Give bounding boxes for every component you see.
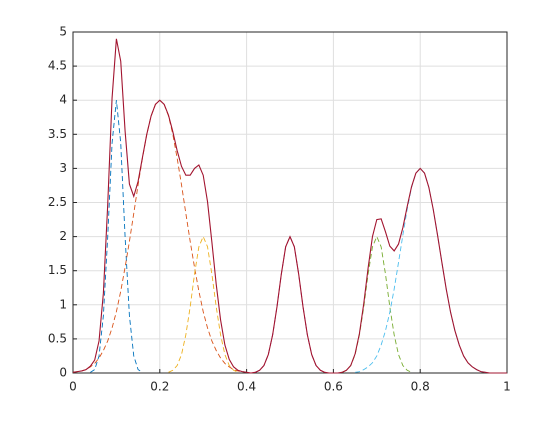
- y-tick-label: 2.5: [48, 195, 67, 209]
- y-tick-label: 4.5: [48, 59, 67, 73]
- plot-frame: [72, 31, 508, 374]
- y-tick-label: 2: [59, 229, 67, 243]
- y-tick-label: 1.5: [48, 263, 67, 277]
- y-tick-label: 5: [59, 25, 67, 39]
- series-line: [355, 167, 486, 373]
- series-line: [72, 38, 507, 374]
- y-tick-label: 0.5: [48, 331, 67, 345]
- y-tick-label: 0: [59, 366, 67, 380]
- series-line: [90, 100, 143, 373]
- series-line: [168, 235, 239, 373]
- x-tick-label: 0.4: [237, 380, 256, 394]
- y-tick-label: 3.5: [48, 127, 67, 141]
- x-tick-label: 0.2: [150, 380, 169, 394]
- y-tick-label: 1: [59, 297, 67, 311]
- y-tick-label: 3: [59, 161, 67, 175]
- x-tick-label: 0.6: [324, 380, 343, 394]
- y-tick-label: 4: [59, 93, 67, 107]
- x-tick-label: 0: [69, 380, 77, 394]
- x-tick-label: 0.8: [411, 380, 430, 394]
- x-tick-label: 1: [503, 380, 511, 394]
